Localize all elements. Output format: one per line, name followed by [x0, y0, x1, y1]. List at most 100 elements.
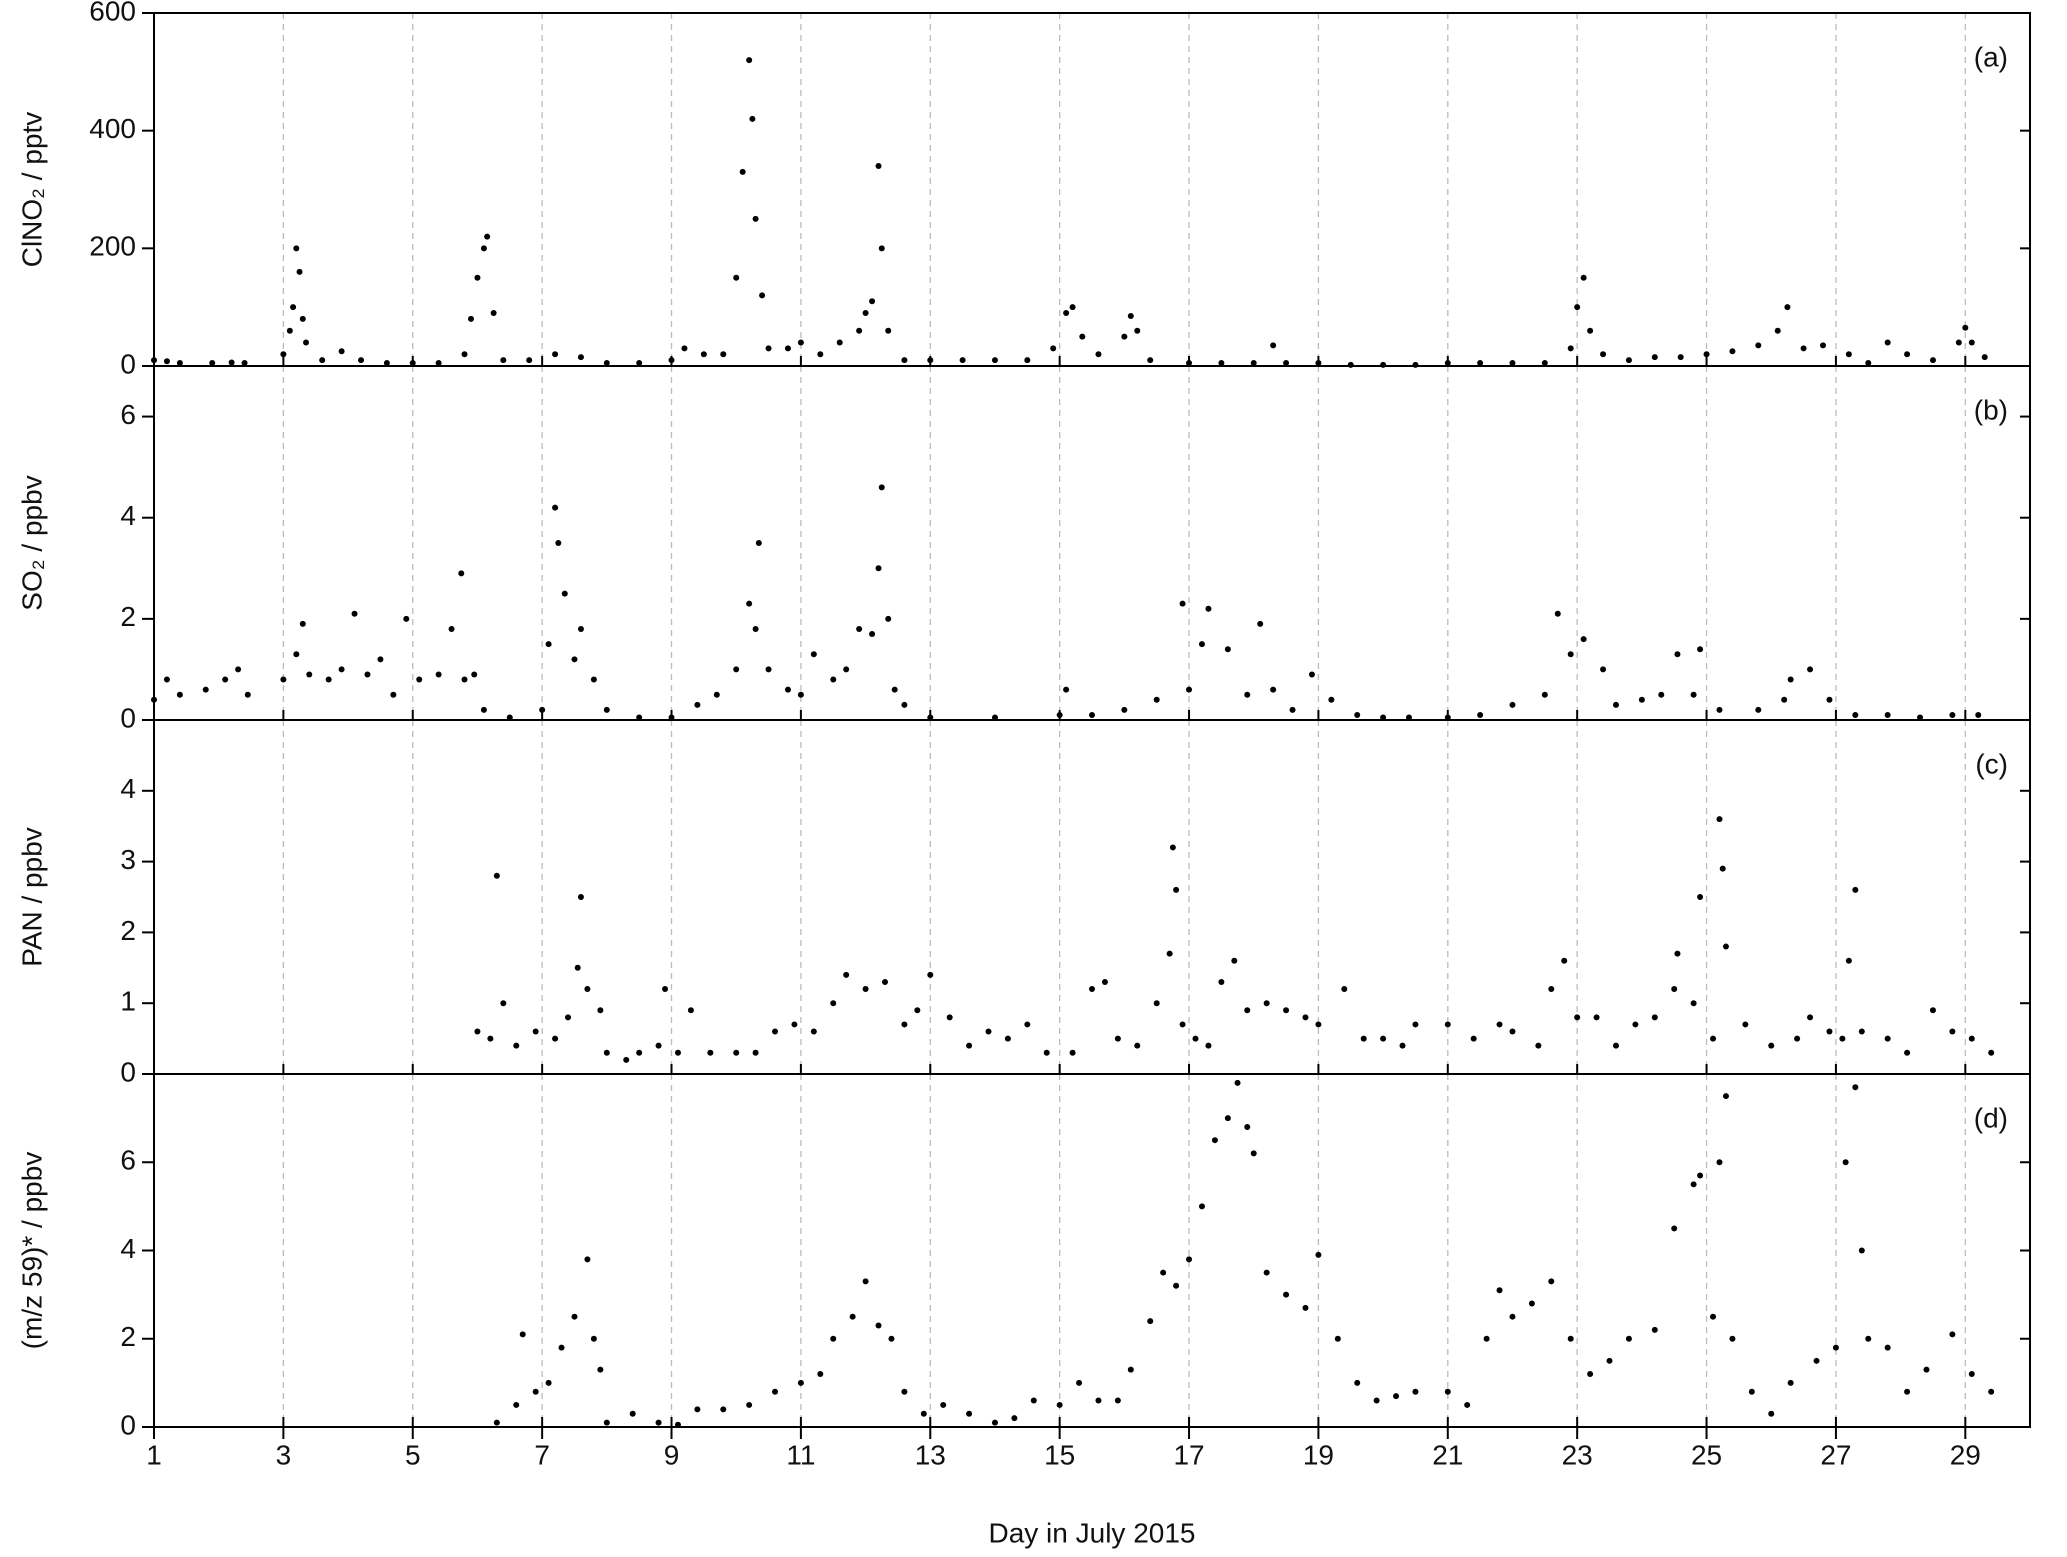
point: [1050, 345, 1057, 352]
point: [1234, 1079, 1241, 1086]
point: [1593, 1014, 1600, 1021]
point: [869, 298, 876, 305]
point: [856, 625, 863, 632]
point: [885, 615, 892, 622]
x-tick-label: 1: [146, 1439, 162, 1470]
y-tick-label: 600: [89, 0, 136, 26]
point: [1651, 354, 1658, 361]
point: [875, 565, 882, 572]
point: [623, 1056, 630, 1063]
point: [1748, 1388, 1755, 1395]
point: [1768, 1042, 1775, 1049]
point: [1121, 706, 1128, 713]
point: [1147, 357, 1154, 364]
point: [733, 274, 740, 281]
point: [1865, 360, 1872, 367]
point: [991, 714, 998, 721]
point: [843, 971, 850, 978]
point: [552, 1035, 559, 1042]
point: [1496, 1287, 1503, 1294]
point: [1677, 354, 1684, 361]
point: [746, 600, 753, 607]
point: [358, 357, 365, 364]
point: [500, 1000, 507, 1007]
point: [797, 691, 804, 698]
point: [1169, 844, 1176, 851]
point: [784, 345, 791, 352]
point: [222, 676, 229, 683]
point: [532, 1388, 539, 1395]
point: [674, 1049, 681, 1056]
point: [435, 671, 442, 678]
point: [552, 351, 559, 358]
point: [1166, 950, 1173, 957]
point: [752, 1049, 759, 1056]
y-tick-label: 400: [89, 113, 136, 144]
point: [1179, 600, 1186, 607]
point: [1904, 1388, 1911, 1395]
point: [1807, 666, 1814, 673]
point: [1923, 1366, 1930, 1373]
point: [713, 691, 720, 698]
point: [1968, 1035, 1975, 1042]
point: [1929, 357, 1936, 364]
point: [1612, 1042, 1619, 1049]
point: [1205, 605, 1212, 612]
point: [1580, 274, 1587, 281]
point: [759, 292, 766, 299]
point: [461, 676, 468, 683]
point: [286, 327, 293, 334]
point: [319, 357, 326, 364]
point: [590, 676, 597, 683]
point: [1742, 1021, 1749, 1028]
point: [1962, 324, 1969, 331]
x-tick-label: 15: [1044, 1439, 1075, 1470]
x-tick-label: 19: [1303, 1439, 1334, 1470]
point: [797, 1379, 804, 1386]
point: [1069, 1049, 1076, 1056]
point: [1244, 1123, 1251, 1130]
point: [293, 245, 300, 252]
point: [1826, 1028, 1833, 1035]
point: [1444, 360, 1451, 367]
point: [1334, 1335, 1341, 1342]
point: [1308, 671, 1315, 678]
point: [720, 351, 727, 358]
point: [1393, 1393, 1400, 1400]
point: [1198, 1203, 1205, 1210]
point: [1302, 1304, 1309, 1311]
point: [577, 894, 584, 900]
point: [636, 714, 643, 721]
y-axis-label: SO₂ / ppbv: [16, 475, 47, 610]
panel-label: (d): [1974, 1102, 2008, 1133]
point: [1710, 1035, 1717, 1042]
point: [1651, 1326, 1658, 1333]
point: [1063, 686, 1070, 693]
point: [1160, 1269, 1167, 1276]
point: [1114, 1035, 1121, 1042]
point: [1968, 1371, 1975, 1378]
y-tick-label: 4: [120, 500, 136, 531]
point: [1244, 1007, 1251, 1014]
point: [1587, 327, 1594, 334]
point: [655, 1042, 662, 1049]
point: [927, 357, 934, 364]
panel-label: (a): [1974, 41, 2008, 72]
point: [1270, 342, 1277, 349]
point: [1270, 686, 1277, 693]
point: [471, 671, 478, 678]
point: [1574, 304, 1581, 311]
point: [416, 676, 423, 683]
point: [163, 358, 170, 365]
point: [539, 706, 546, 713]
point: [1852, 1084, 1859, 1091]
x-tick-label: 7: [534, 1439, 550, 1470]
point: [720, 1406, 727, 1413]
point: [966, 1042, 973, 1049]
point: [555, 540, 562, 546]
point: [1030, 1397, 1037, 1404]
point: [1774, 327, 1781, 334]
point: [1567, 1335, 1574, 1342]
point: [1865, 1335, 1872, 1342]
point: [461, 351, 468, 358]
